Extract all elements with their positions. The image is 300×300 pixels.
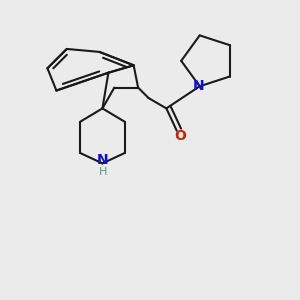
Text: H: H <box>99 167 107 177</box>
Text: O: O <box>174 129 186 143</box>
Text: N: N <box>192 79 204 93</box>
Text: N: N <box>97 153 109 167</box>
